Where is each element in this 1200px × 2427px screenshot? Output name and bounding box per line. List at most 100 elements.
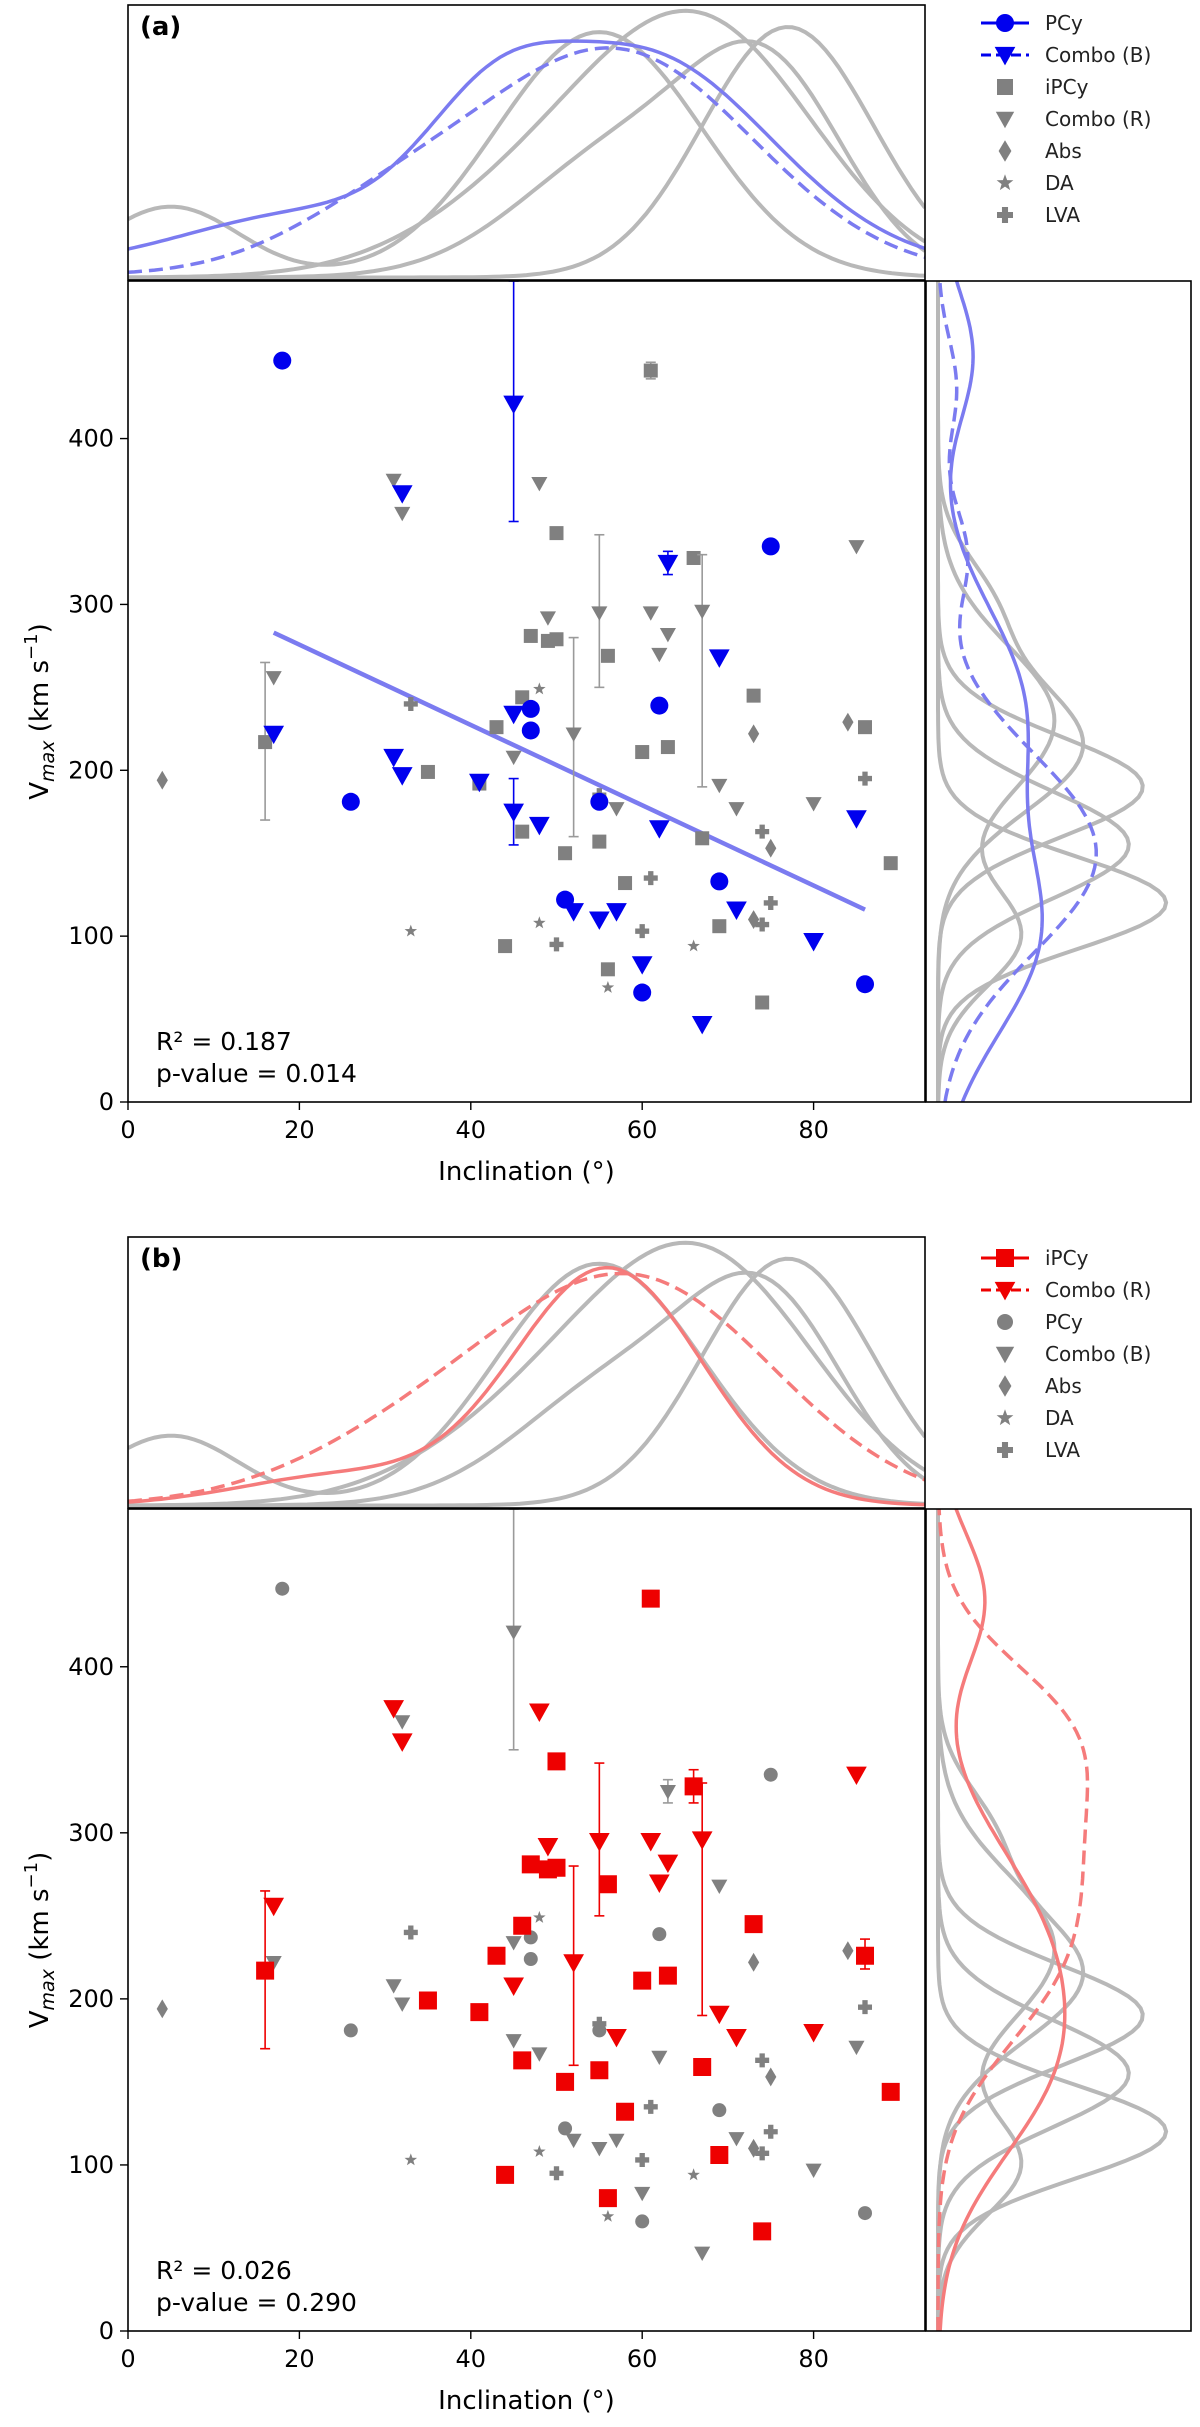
right-kde-frame xyxy=(925,1508,1192,2332)
series-combo-b- xyxy=(263,281,867,1035)
series-da xyxy=(404,1910,700,2222)
data-point xyxy=(385,473,402,489)
data-point xyxy=(635,2214,650,2229)
data-point xyxy=(590,2061,609,2080)
panel-label: (b) xyxy=(140,1244,182,1274)
data-point xyxy=(642,606,659,621)
data-point xyxy=(469,773,490,793)
data-point xyxy=(565,2133,582,2149)
data-point xyxy=(883,856,898,871)
data-point xyxy=(513,1916,532,1935)
data-point xyxy=(803,2023,824,2043)
data-point xyxy=(856,975,875,994)
legend-item: PCy xyxy=(997,1310,1083,1334)
data-point xyxy=(533,916,546,929)
legend-marker xyxy=(997,79,1013,95)
data-point xyxy=(513,2051,532,2070)
data-point xyxy=(658,1966,677,1985)
series-abs xyxy=(156,712,854,930)
data-point xyxy=(728,2132,745,2147)
data-point xyxy=(591,2142,608,2157)
right-kde-gray-curve xyxy=(936,281,1057,1102)
data-point xyxy=(539,611,556,626)
right-kde-gray-curve xyxy=(936,281,1086,1102)
data-point xyxy=(803,933,824,952)
data-point xyxy=(521,721,540,740)
data-point xyxy=(858,2000,873,2015)
data-point xyxy=(659,1785,676,1800)
top-kde-gray-curve xyxy=(128,30,925,278)
data-point xyxy=(391,767,413,786)
data-point xyxy=(263,725,285,745)
y-tick-label: 100 xyxy=(68,2151,114,2179)
legend-item: LVA xyxy=(997,203,1080,227)
data-point xyxy=(695,831,710,846)
right-kde-pcy-curve xyxy=(948,281,1044,1102)
data-point xyxy=(643,2099,658,2114)
data-point xyxy=(549,937,564,952)
data-point xyxy=(755,824,770,839)
data-point xyxy=(487,1946,506,1965)
data-point xyxy=(385,1979,402,1994)
legend-label: PCy xyxy=(1045,11,1083,35)
main-axes-frame xyxy=(127,280,926,1103)
data-point xyxy=(858,771,873,786)
x-tick-label: 80 xyxy=(798,1116,829,1144)
legend-item: Combo (R) xyxy=(995,107,1151,131)
r-squared-text: R² = 0.187 xyxy=(156,1027,292,1056)
data-point xyxy=(648,1874,670,1893)
data-point xyxy=(708,2005,730,2025)
data-point xyxy=(547,1858,566,1877)
scatter-plot-area xyxy=(156,1509,900,2262)
data-point xyxy=(533,1910,546,1923)
legend-label: DA xyxy=(1045,1406,1074,1430)
x-tick-label: 60 xyxy=(627,1116,658,1144)
data-point xyxy=(263,1897,285,1917)
y-axis-label: Vmax (km s−1) xyxy=(21,623,59,800)
p-value-text: p-value = 0.014 xyxy=(156,1059,357,1088)
data-point xyxy=(687,2168,700,2181)
data-point xyxy=(503,705,524,725)
data-point xyxy=(728,802,745,817)
data-point xyxy=(563,1954,584,1973)
legend-marker xyxy=(996,1409,1014,1426)
data-point xyxy=(608,2133,625,2149)
data-point xyxy=(505,750,522,766)
data-point xyxy=(643,363,658,378)
x-tick-label: 0 xyxy=(120,2345,135,2373)
data-point xyxy=(394,506,411,522)
data-point xyxy=(496,2165,515,2184)
x-tick-label: 20 xyxy=(284,1116,315,1144)
data-point xyxy=(684,1777,703,1796)
data-point xyxy=(635,745,650,760)
data-point xyxy=(755,995,770,1010)
data-point xyxy=(503,395,524,415)
data-point xyxy=(547,1752,566,1771)
data-point xyxy=(156,770,168,790)
chart-panel-a: (a) 0 20 40 60 80 0 100 200 300 400 Inclination (°)… xyxy=(21,4,1192,1187)
data-point xyxy=(755,2053,770,2068)
data-point xyxy=(592,834,607,849)
top-kde-gray-curve xyxy=(128,8,925,280)
x-tick-label: 60 xyxy=(627,2345,658,2373)
series-combo-r- xyxy=(263,1700,867,2067)
top-kde-combo-b--curve xyxy=(128,46,925,275)
data-point xyxy=(748,724,760,744)
data-point xyxy=(842,712,854,732)
panel-label: (a) xyxy=(140,12,181,42)
data-point xyxy=(657,1854,679,1874)
legend-item: Combo (B) xyxy=(995,1342,1151,1366)
p-value-text: p-value = 0.290 xyxy=(156,2288,357,2317)
legend-item: DA xyxy=(996,171,1074,195)
data-point xyxy=(652,1927,667,1942)
data-point xyxy=(533,682,546,695)
data-point xyxy=(523,1952,538,1967)
data-point xyxy=(549,526,564,541)
y-axis-label-part: ) xyxy=(25,1852,55,1862)
legend-label: Abs xyxy=(1045,1374,1082,1398)
y-axis-label-part: (km s xyxy=(25,1888,55,1969)
right-kde-gray-curve xyxy=(936,281,1145,1102)
data-point xyxy=(391,1733,413,1752)
data-point xyxy=(529,1703,550,1722)
data-point xyxy=(498,939,513,954)
